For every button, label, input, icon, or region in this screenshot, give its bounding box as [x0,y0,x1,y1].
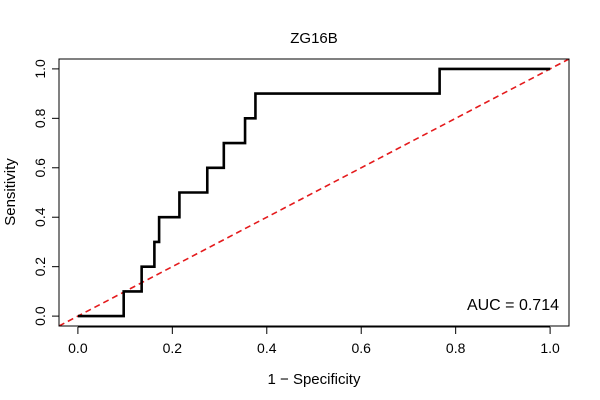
x-axis: 0.0 0.2 0.4 0.6 0.8 1.0 [68,326,560,356]
roc-curve-line [77,67,551,318]
x-axis-title: 1 − Specificity [268,371,361,388]
reference-diagonal-line [59,59,569,326]
x-tick-label: 0.2 [163,340,183,356]
x-tick-label: 0.0 [68,340,88,356]
plot-frame [58,58,570,327]
auc-annotation: AUC = 0.714 [467,297,559,314]
x-tick-label: 0.4 [257,340,277,356]
y-tick-label: 0.0 [32,306,48,326]
y-tick-label: 0.2 [32,257,48,277]
y-axis-title: Sensitivity [2,158,19,226]
x-tick-label: 0.6 [351,340,371,356]
y-axis: 0.0 0.2 0.4 0.6 0.8 1.0 [32,59,60,326]
y-tick-label: 1.0 [32,59,48,79]
x-tick-label: 1.0 [540,340,560,356]
y-tick-label: 0.8 [32,108,48,128]
x-tick-label: 0.8 [446,340,466,356]
chart-title: ZG16B [290,30,338,47]
plot-area [59,59,569,326]
y-tick-label: 0.4 [32,207,48,227]
y-tick-label: 0.6 [32,158,48,178]
